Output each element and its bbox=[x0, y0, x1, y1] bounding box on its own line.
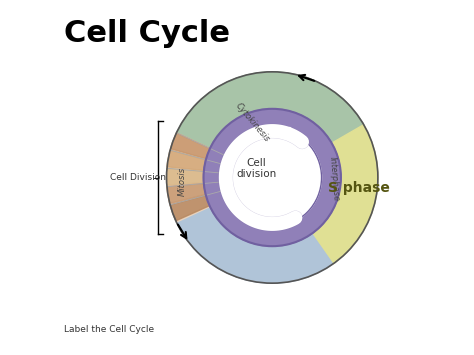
Text: Cell Division: Cell Division bbox=[110, 173, 166, 182]
Circle shape bbox=[203, 109, 341, 246]
Polygon shape bbox=[166, 133, 272, 222]
Text: Label the Cell Cycle: Label the Cell Cycle bbox=[64, 325, 155, 334]
Text: Mitosis: Mitosis bbox=[178, 166, 187, 196]
Polygon shape bbox=[167, 150, 259, 176]
Text: Interphase: Interphase bbox=[328, 157, 340, 202]
Polygon shape bbox=[170, 181, 259, 221]
Circle shape bbox=[223, 128, 321, 227]
Text: S phase: S phase bbox=[328, 181, 390, 195]
Polygon shape bbox=[272, 125, 378, 264]
Text: Cell Cycle: Cell Cycle bbox=[64, 19, 230, 48]
Polygon shape bbox=[171, 133, 259, 174]
Text: Cell
division: Cell division bbox=[236, 158, 276, 180]
Polygon shape bbox=[166, 168, 258, 185]
Text: Cytokinesis: Cytokinesis bbox=[234, 102, 272, 144]
Polygon shape bbox=[173, 178, 333, 283]
Polygon shape bbox=[176, 72, 364, 178]
Polygon shape bbox=[167, 179, 258, 203]
